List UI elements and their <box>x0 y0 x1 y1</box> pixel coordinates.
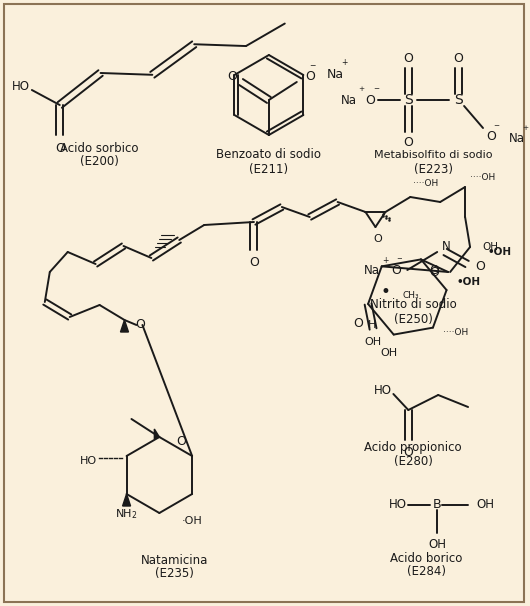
Text: O: O <box>249 256 259 270</box>
Text: (E250): (E250) <box>394 313 432 325</box>
Text: $^{+}$: $^{+}$ <box>522 125 529 135</box>
Text: Benzoato di sodio: Benzoato di sodio <box>216 148 321 162</box>
Text: OH: OH <box>380 348 398 358</box>
Text: $^{+}$: $^{+}$ <box>382 256 389 266</box>
Text: O: O <box>475 261 485 273</box>
Text: O: O <box>403 445 413 459</box>
Text: OH: OH <box>482 242 498 252</box>
Text: O: O <box>55 141 65 155</box>
Text: O: O <box>306 70 316 84</box>
Text: O: O <box>429 264 439 276</box>
Text: HO: HO <box>388 499 407 511</box>
Text: OH: OH <box>476 499 494 511</box>
Text: $^{-}$: $^{-}$ <box>373 86 380 96</box>
Text: Nitrito di sodio: Nitrito di sodio <box>370 299 457 311</box>
Text: O: O <box>136 319 145 331</box>
Text: HO: HO <box>374 384 392 396</box>
Text: Na: Na <box>364 264 379 276</box>
Text: O: O <box>429 265 439 279</box>
Text: NH$_2$: NH$_2$ <box>116 507 138 521</box>
Text: (E200): (E200) <box>80 156 119 168</box>
Text: HO: HO <box>80 456 96 466</box>
Text: •OH: •OH <box>488 247 512 257</box>
Text: $^{-}$: $^{-}$ <box>396 256 403 266</box>
Text: Acido sorbico: Acido sorbico <box>60 141 139 155</box>
Text: O: O <box>373 234 382 244</box>
Text: O: O <box>227 70 237 84</box>
Text: OH: OH <box>428 539 446 551</box>
Text: Na: Na <box>341 93 357 107</box>
Text: Na: Na <box>326 67 344 81</box>
Text: S: S <box>404 93 413 107</box>
Text: O: O <box>366 93 375 107</box>
Text: O: O <box>176 435 186 448</box>
Text: O: O <box>486 130 496 142</box>
Polygon shape <box>122 494 130 506</box>
Text: (E223): (E223) <box>414 162 453 176</box>
Text: ····OH: ····OH <box>443 328 468 337</box>
Text: Acido borico: Acido borico <box>390 551 463 565</box>
Text: $^{-}$: $^{-}$ <box>493 123 501 133</box>
Polygon shape <box>120 320 128 332</box>
Text: (E284): (E284) <box>407 565 446 579</box>
Text: CH₃: CH₃ <box>402 290 419 299</box>
Polygon shape <box>154 429 160 439</box>
Text: ·OH: ·OH <box>181 516 202 526</box>
Text: H: H <box>368 320 377 330</box>
Text: HO: HO <box>12 81 30 93</box>
Text: •OH: •OH <box>456 277 481 287</box>
Text: ····OH: ····OH <box>413 179 438 187</box>
Text: •: • <box>381 283 391 301</box>
Text: O: O <box>391 264 401 276</box>
Text: O: O <box>403 52 413 64</box>
Text: S: S <box>454 93 463 107</box>
Text: Na: Na <box>509 132 525 144</box>
Text: Natamicina: Natamicina <box>140 553 208 567</box>
Text: (E211): (E211) <box>249 162 288 176</box>
Text: O: O <box>453 52 463 64</box>
Text: Acido propionico: Acido propionico <box>365 442 462 454</box>
Text: O: O <box>353 318 363 330</box>
Text: ····OH: ····OH <box>470 173 496 182</box>
Text: O: O <box>403 136 413 150</box>
Text: B: B <box>433 499 441 511</box>
Text: (E280): (E280) <box>394 456 432 468</box>
Text: $^{-}$: $^{-}$ <box>309 63 316 73</box>
Text: N: N <box>442 241 451 253</box>
Text: OH: OH <box>365 337 382 347</box>
Text: (E235): (E235) <box>155 567 194 581</box>
Text: Metabisolfito di sodio: Metabisolfito di sodio <box>374 150 492 160</box>
Text: $^{+}$: $^{+}$ <box>358 86 365 96</box>
Text: $^{+}$: $^{+}$ <box>341 58 348 68</box>
